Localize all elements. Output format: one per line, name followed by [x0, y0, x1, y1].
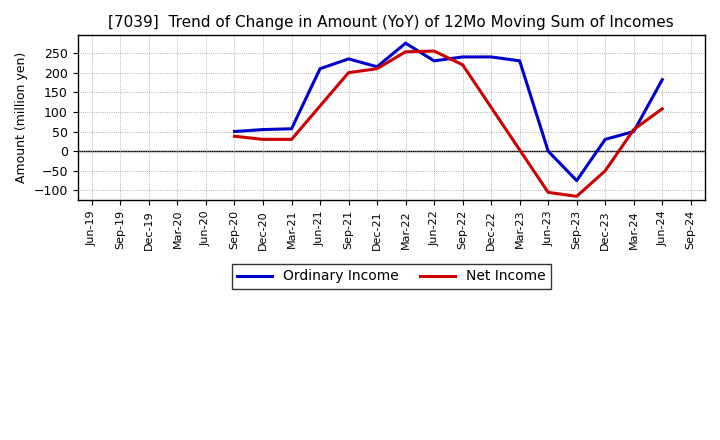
Net Income	[629, 127, 638, 132]
Line: Ordinary Income: Ordinary Income	[235, 43, 662, 180]
Net Income	[658, 106, 667, 111]
Ordinary Income	[459, 54, 467, 59]
Y-axis label: Amount (million yen): Amount (million yen)	[15, 52, 28, 183]
Ordinary Income	[287, 126, 296, 132]
Net Income	[430, 48, 438, 54]
Net Income	[373, 66, 382, 71]
Line: Net Income: Net Income	[235, 51, 662, 196]
Net Income	[401, 49, 410, 55]
Ordinary Income	[344, 56, 353, 62]
Net Income	[544, 190, 552, 195]
Legend: Ordinary Income, Net Income: Ordinary Income, Net Income	[232, 264, 551, 289]
Ordinary Income	[258, 127, 267, 132]
Net Income	[287, 137, 296, 142]
Ordinary Income	[658, 77, 667, 82]
Ordinary Income	[629, 129, 638, 134]
Title: [7039]  Trend of Change in Amount (YoY) of 12Mo Moving Sum of Incomes: [7039] Trend of Change in Amount (YoY) o…	[109, 15, 674, 30]
Net Income	[601, 168, 610, 173]
Net Income	[459, 62, 467, 67]
Ordinary Income	[230, 129, 239, 134]
Ordinary Income	[373, 64, 382, 70]
Net Income	[572, 194, 581, 199]
Ordinary Income	[401, 40, 410, 46]
Ordinary Income	[315, 66, 324, 71]
Ordinary Income	[601, 137, 610, 142]
Ordinary Income	[516, 58, 524, 63]
Ordinary Income	[430, 58, 438, 63]
Ordinary Income	[572, 178, 581, 183]
Net Income	[230, 134, 239, 139]
Ordinary Income	[544, 149, 552, 154]
Net Income	[315, 103, 324, 109]
Ordinary Income	[487, 54, 495, 59]
Net Income	[344, 70, 353, 75]
Net Income	[258, 137, 267, 142]
